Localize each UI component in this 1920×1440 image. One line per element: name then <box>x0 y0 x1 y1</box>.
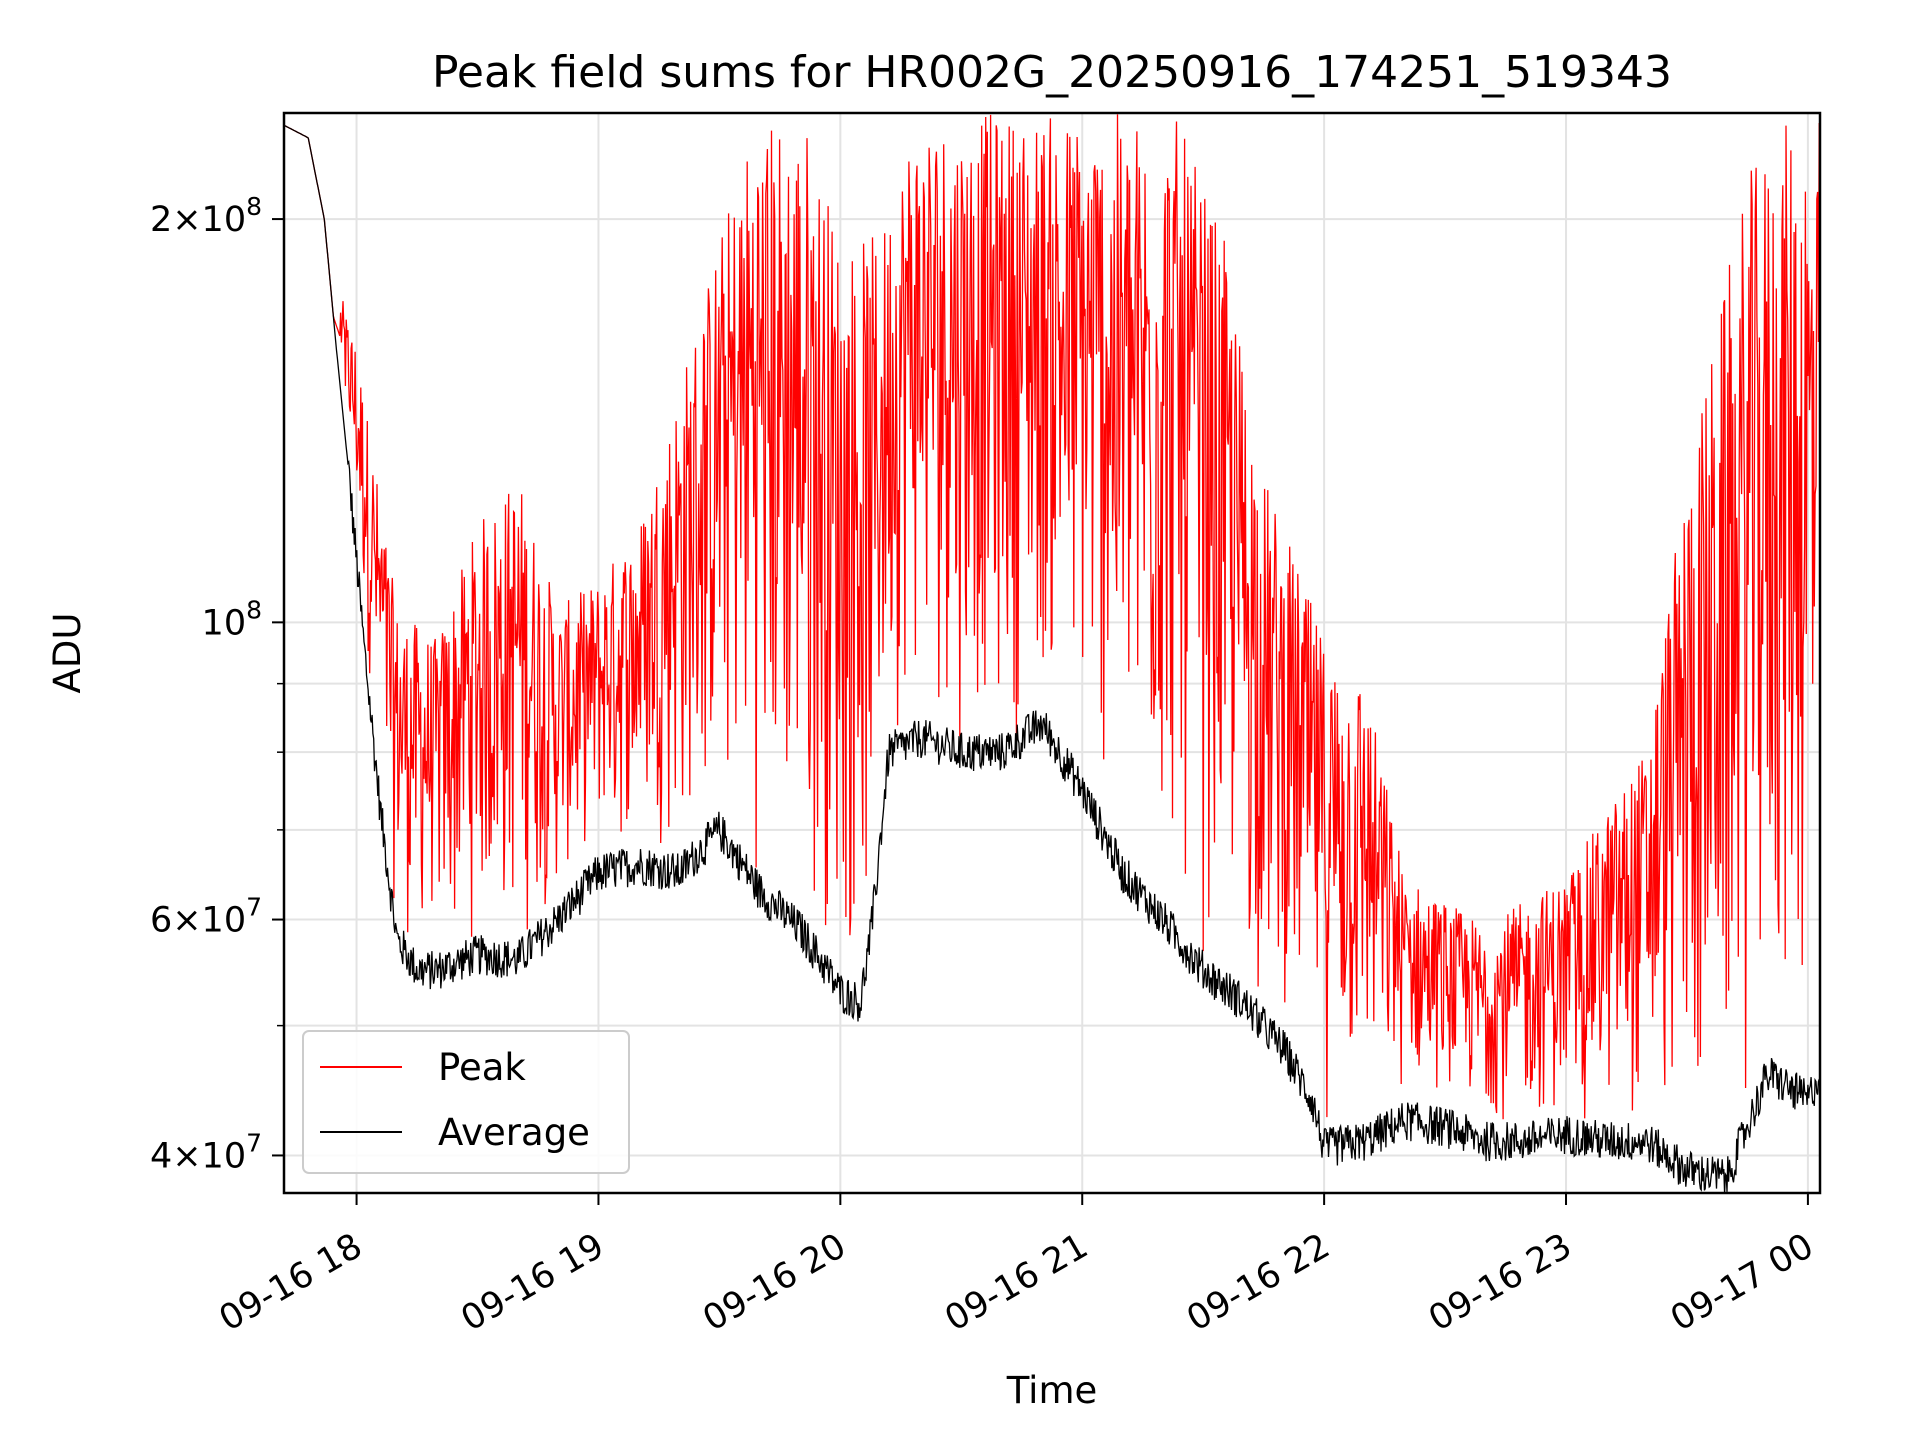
y-tick-label: 4×107 <box>150 1128 262 1176</box>
x-tick-label: 09-16 18 <box>213 1226 369 1339</box>
series-line-average <box>284 124 1820 1193</box>
y-tick-label: 2×108 <box>150 192 262 240</box>
series-layer <box>284 114 1820 1193</box>
y-tick-label-base: 2×10 <box>150 200 246 240</box>
x-tick-label: 09-17 00 <box>1664 1226 1820 1339</box>
y-tick-label-exponent: 7 <box>246 893 262 922</box>
y-tick-label-base: 10 <box>202 603 247 643</box>
y-tick-label: 108 <box>202 595 262 643</box>
plot-frame <box>282 111 1822 1195</box>
legend-label-peak: Peak <box>438 1046 526 1089</box>
y-tick-label-base: 6×10 <box>150 901 246 941</box>
x-axis-label: Time <box>1006 1369 1098 1412</box>
legend-label-average: Average <box>438 1111 590 1154</box>
series-line-peak <box>284 114 1820 1120</box>
y-tick-label-exponent: 8 <box>246 192 262 221</box>
legend: Peak Average <box>302 1030 630 1174</box>
y-tick-label-base: 4×10 <box>150 1136 246 1176</box>
x-tick-label: 09-16 20 <box>697 1226 853 1339</box>
x-tick-label: 09-16 23 <box>1422 1226 1578 1339</box>
y-tick-label-exponent: 8 <box>246 595 262 624</box>
y-tick-label-exponent: 7 <box>246 1128 262 1157</box>
y-tick-label: 6×107 <box>150 893 262 941</box>
x-tick-label: 09-16 21 <box>938 1226 1094 1339</box>
chart-title: Peak field sums for HR002G_20250916_1742… <box>432 47 1672 98</box>
x-tick-label: 09-16 19 <box>455 1226 611 1339</box>
y-axis-label: ADU <box>46 613 89 694</box>
x-tick-label: 09-16 22 <box>1180 1226 1336 1339</box>
